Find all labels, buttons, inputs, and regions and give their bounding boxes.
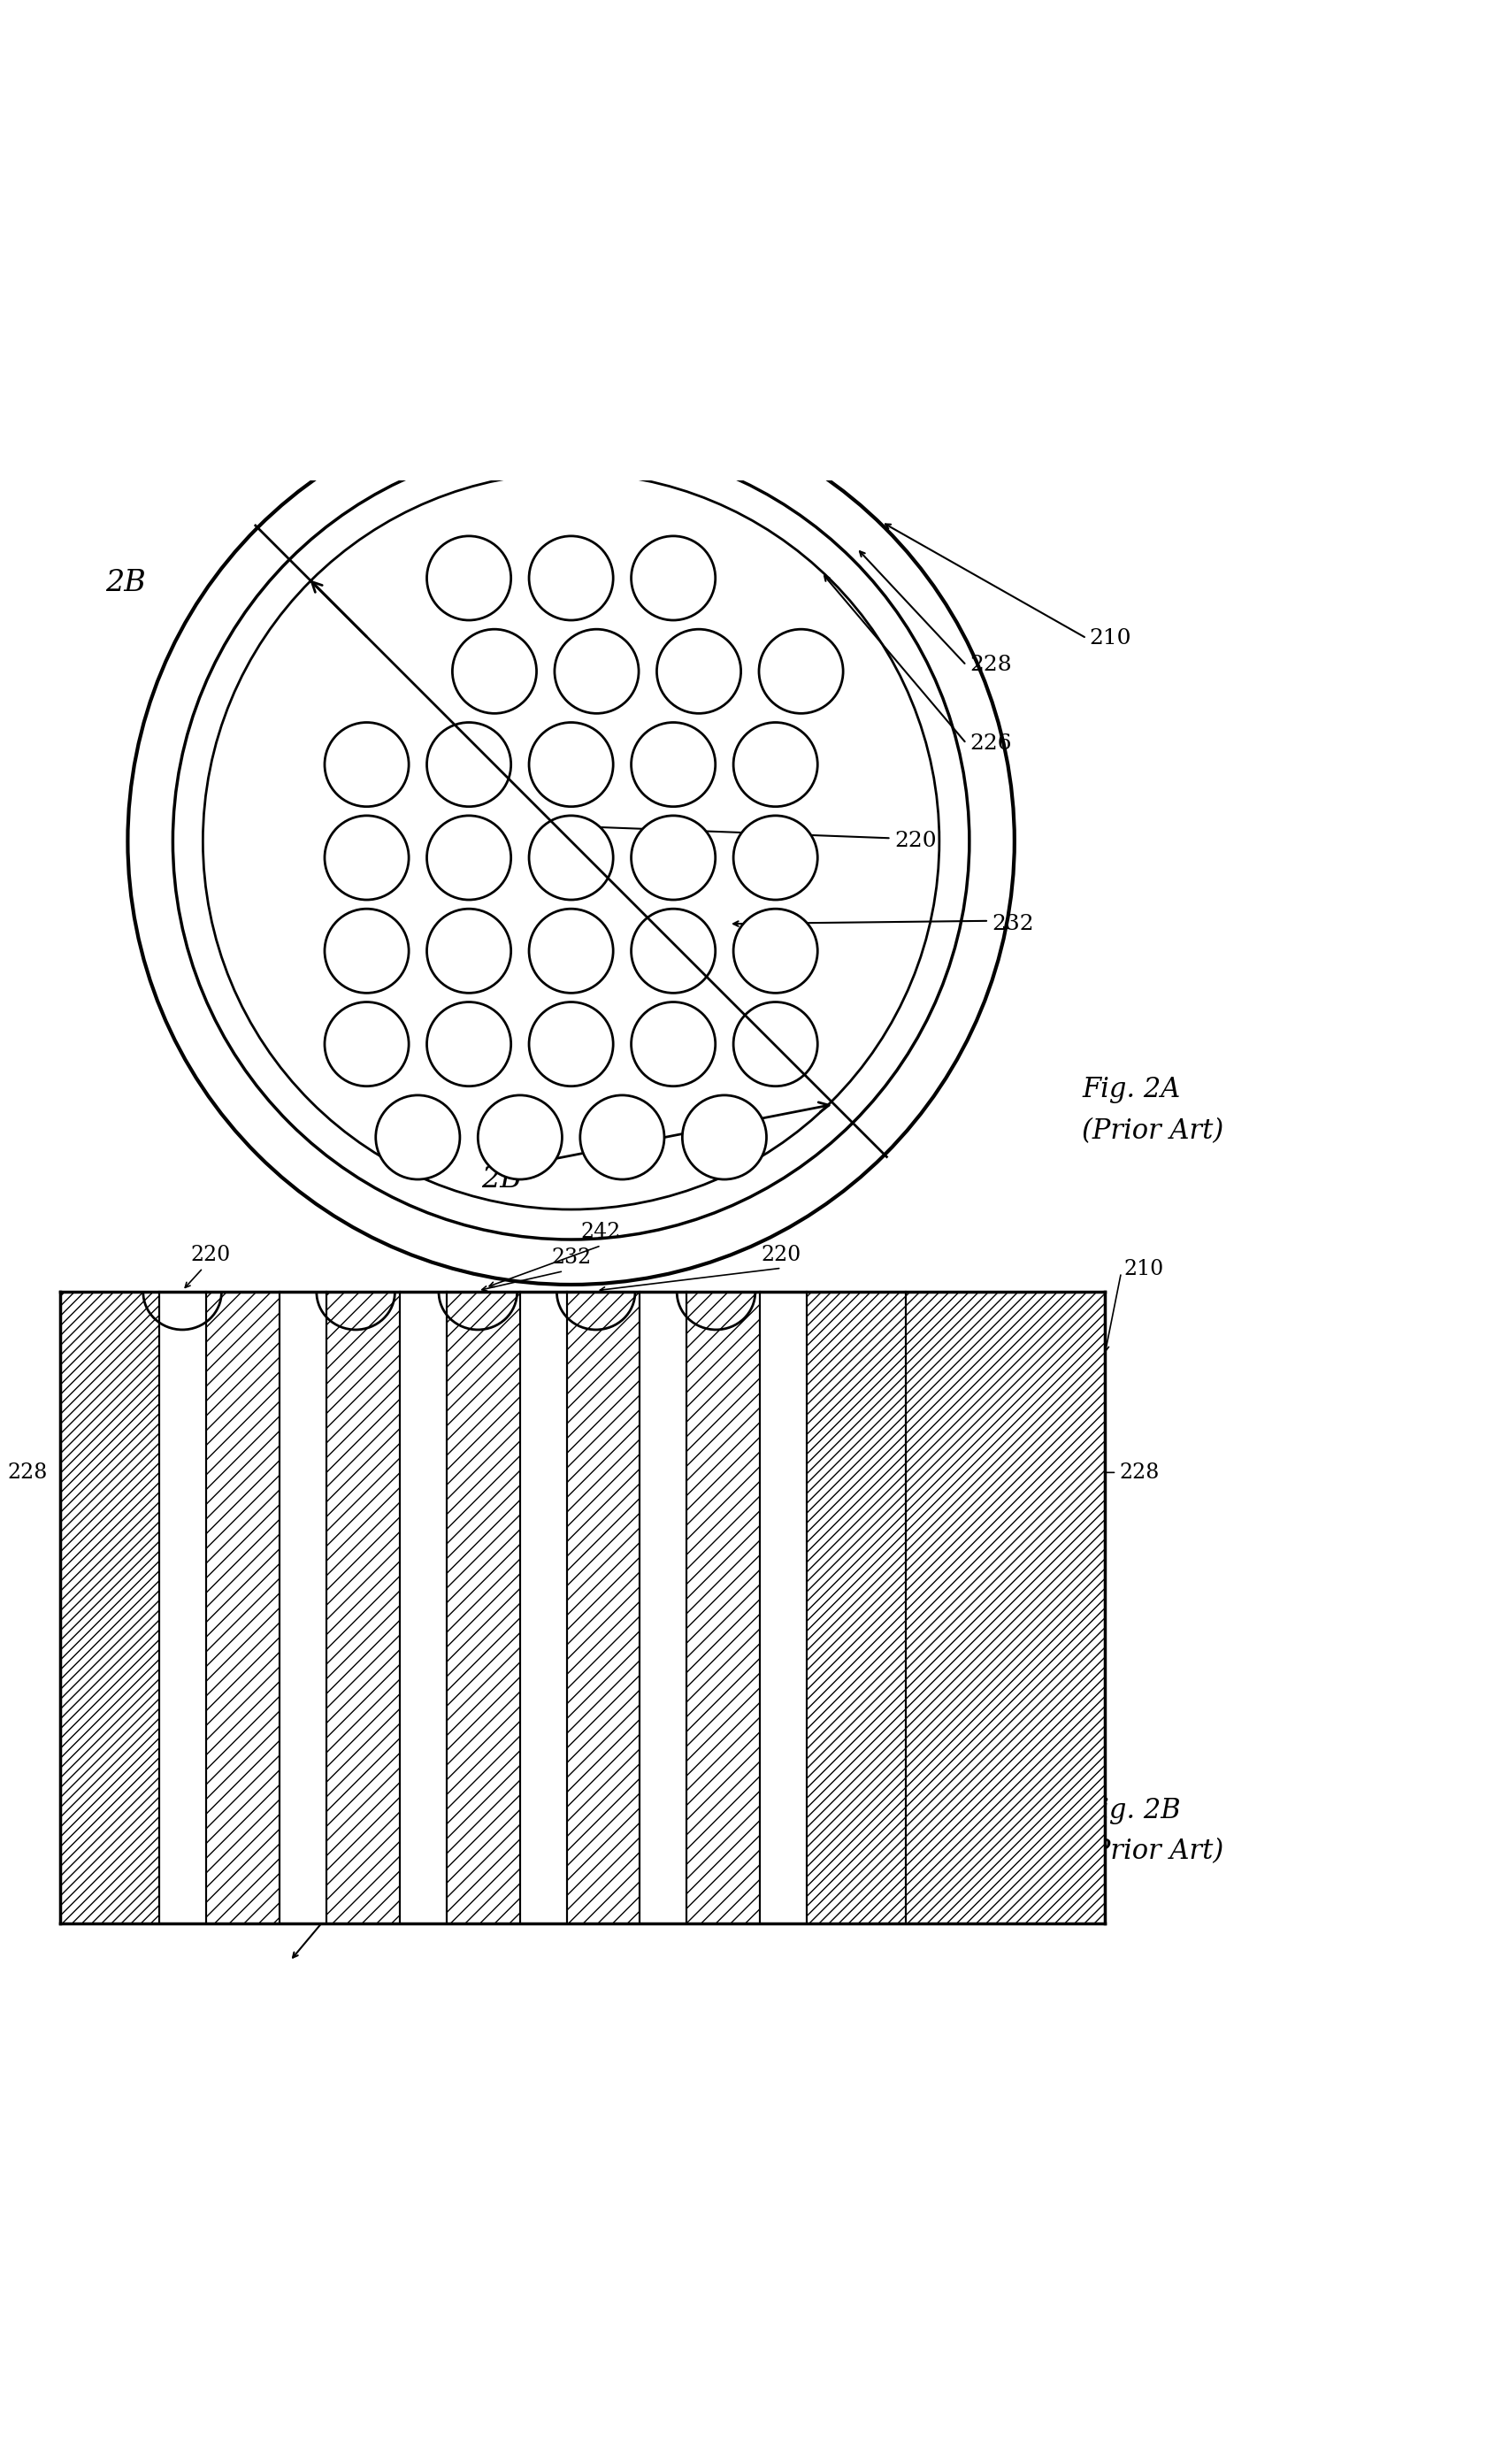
Circle shape — [733, 909, 817, 993]
Circle shape — [452, 628, 536, 715]
Text: 220: 220 — [762, 1244, 801, 1264]
Circle shape — [324, 909, 409, 993]
Bar — [760, 1291, 807, 1924]
Circle shape — [656, 628, 740, 715]
Bar — [566, 1291, 640, 1924]
Circle shape — [631, 722, 715, 806]
Text: 242: 242 — [581, 1222, 620, 1242]
Bar — [640, 1291, 686, 1924]
Bar — [807, 1291, 906, 1924]
Circle shape — [376, 1094, 460, 1180]
Circle shape — [324, 816, 409, 899]
Text: 210: 210 — [1123, 1259, 1164, 1279]
Text: 228: 228 — [8, 1461, 48, 1483]
Bar — [60, 1291, 159, 1924]
Circle shape — [631, 909, 715, 993]
Text: 228: 228 — [969, 655, 1011, 675]
Bar — [446, 1291, 520, 1924]
Circle shape — [682, 1094, 766, 1180]
Circle shape — [733, 816, 817, 899]
Circle shape — [529, 909, 613, 993]
Circle shape — [631, 816, 715, 899]
Circle shape — [733, 722, 817, 806]
Circle shape — [427, 722, 511, 806]
Circle shape — [529, 722, 613, 806]
Bar — [906, 1291, 1104, 1924]
Circle shape — [427, 1003, 511, 1087]
Circle shape — [427, 909, 511, 993]
Circle shape — [203, 473, 939, 1210]
Bar — [206, 1291, 279, 1924]
Bar — [159, 1291, 206, 1924]
Text: Fig. 2A: Fig. 2A — [1081, 1074, 1179, 1104]
Bar — [279, 1291, 326, 1924]
Text: 226: 226 — [969, 734, 1011, 754]
Circle shape — [554, 628, 638, 715]
Circle shape — [173, 444, 969, 1239]
Text: (Prior Art): (Prior Art) — [1081, 1119, 1223, 1146]
Circle shape — [427, 816, 511, 899]
Bar — [520, 1291, 566, 1924]
Text: 2B: 2B — [481, 1165, 521, 1193]
Bar — [326, 1291, 400, 1924]
Text: Fig. 2B: Fig. 2B — [1081, 1796, 1181, 1823]
Bar — [60, 1291, 1104, 1924]
Circle shape — [733, 1003, 817, 1087]
Text: 232: 232 — [551, 1247, 590, 1269]
Text: 220: 220 — [894, 830, 936, 853]
Circle shape — [580, 1094, 664, 1180]
Circle shape — [128, 397, 1014, 1284]
Text: 210: 210 — [1089, 628, 1131, 648]
Text: 2B: 2B — [105, 569, 146, 596]
Circle shape — [631, 537, 715, 621]
Circle shape — [759, 628, 843, 715]
Bar — [686, 1291, 760, 1924]
Circle shape — [324, 1003, 409, 1087]
Bar — [400, 1291, 446, 1924]
Circle shape — [529, 537, 613, 621]
Text: (Prior Art): (Prior Art) — [1081, 1838, 1223, 1865]
Circle shape — [529, 1003, 613, 1087]
Text: 228: 228 — [1119, 1461, 1160, 1483]
Text: 232: 232 — [991, 914, 1033, 934]
Circle shape — [478, 1094, 562, 1180]
Circle shape — [631, 1003, 715, 1087]
Text: 220: 220 — [191, 1244, 230, 1264]
Circle shape — [324, 722, 409, 806]
Circle shape — [427, 537, 511, 621]
Circle shape — [529, 816, 613, 899]
